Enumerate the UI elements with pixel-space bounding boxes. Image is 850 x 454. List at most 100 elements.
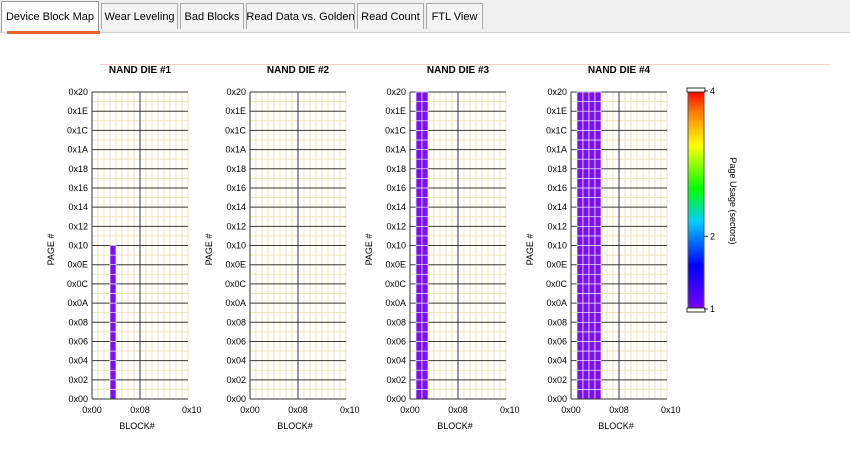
die4-cell-block-4-page-10 [594,293,602,304]
die4-cell-block-4-page-13 [594,264,602,275]
tab-device-block-map[interactable]: Device Block Map [1,1,99,32]
die1-cell-block-3-page-13 [109,264,117,275]
die1-x-tick-label: 0x10 [182,405,202,415]
die2-y-tick-label: 0x0C [225,279,247,289]
tab-bar: Device Block Map Wear Leveling Bad Block… [0,0,850,34]
die4-cell-block-4-page-19 [594,206,602,218]
die4-y-tick-label: 0x06 [547,336,567,346]
die3-y-tick-label: 0x02 [386,375,406,385]
die3-cell-block-1-page-5 [415,341,423,352]
die4-cell-block-2-page-25 [582,149,590,160]
die4-cell-block-4-page-12 [594,273,602,285]
die1-y-tick-label: 0x08 [68,317,88,327]
die3-cell-block-2-page-18 [421,216,429,227]
die3-cell-block-2-page-26 [421,139,429,150]
die4-cell-block-3-page-18 [588,216,596,227]
die1-y-tick-label: 0x02 [68,375,88,385]
die2-y-tick-label: 0x0A [225,298,246,308]
colorbar-top-cap [686,87,706,93]
tab-wear-leveling[interactable]: Wear Leveling [101,3,178,29]
die3-cell-block-1-page-9 [415,302,423,313]
die4-cell-block-3-page-3 [588,360,596,371]
die2-y-tick-label: 0x04 [226,356,246,366]
die3-cell-block-2-page-13 [421,264,429,275]
die2-y-tick-label: 0x1C [225,125,247,135]
die1-y-tick-label: 0x14 [68,202,88,212]
die4-cell-block-1-page-31 [576,91,584,102]
die4-cell-block-1-page-5 [576,341,584,352]
tab-read-data-vs-golden[interactable]: Read Data vs. Golden [246,3,355,29]
die4-cell-block-3-page-14 [588,254,596,265]
die2-x-tick-label: 0x08 [288,405,308,415]
die3-y-tick-label: 0x0E [385,260,406,270]
die2-y-tick-label: 0x16 [226,183,246,193]
die4-cell-block-1-page-3 [576,360,584,371]
die3-cell-block-2-page-11 [421,283,429,294]
die3-cell-block-1-page-1 [415,379,423,390]
die4-y-tick-label: 0x14 [547,202,567,212]
die2-y-tick-label: 0x06 [226,336,246,346]
die4-cell-block-1-page-16 [576,235,584,246]
die2-y-axis-label: PAGE # [204,234,214,266]
die2-y-tick-label: 0x0E [225,260,246,270]
die4-cell-block-2-page-8 [582,312,590,323]
die3-cell-block-1-page-10 [415,293,423,304]
die4-cell-block-3-page-29 [588,110,596,122]
die3-cell-block-1-page-23 [415,168,423,179]
die4-cell-block-2-page-31 [582,91,590,102]
die4-cell-block-3-page-26 [588,139,596,150]
die1-y-tick-label: 0x1A [67,145,88,155]
die1-y-tick-label: 0x00 [68,394,88,404]
die3-cell-block-2-page-8 [421,312,429,323]
die4-cell-block-4-page-0 [594,389,602,400]
die3-cell-block-2-page-21 [421,187,429,198]
die4-cell-block-4-page-31 [594,91,602,102]
die4-cell-block-3-page-19 [588,206,596,218]
die3-cell-block-2-page-20 [421,197,429,208]
die4-cell-block-1-page-21 [576,187,584,198]
die3-cell-block-1-page-4 [415,350,423,361]
die3-cell-block-1-page-24 [415,158,423,170]
die4-y-tick-label: 0x1E [546,106,567,116]
die4-cell-block-1-page-10 [576,293,584,304]
die3-y-tick-label: 0x20 [386,87,406,97]
die1-cell-block-3-page-3 [109,360,117,371]
die4-y-tick-label: 0x04 [547,356,567,366]
tab-bad-blocks[interactable]: Bad Blocks [180,3,244,29]
die3-cell-block-1-page-6 [415,331,423,342]
die3-cell-block-1-page-15 [415,245,423,256]
die4-cell-block-4-page-4 [594,350,602,361]
die4-cell-block-3-page-9 [588,302,596,313]
die4-cell-block-3-page-20 [588,197,596,208]
die1-cell-block-3-page-7 [109,321,117,333]
die4-cell-block-1-page-7 [576,321,584,333]
die4-cell-block-3-page-6 [588,331,596,342]
tab-read-count[interactable]: Read Count [357,3,424,29]
die1-cell-block-3-page-10 [109,293,117,304]
die3-cell-block-1-page-20 [415,197,423,208]
die2-y-tick-label: 0x00 [226,394,246,404]
die1-chart-title: NAND DIE #1 [109,65,172,76]
die3-y-tick-label: 0x08 [386,317,406,327]
die1-cell-block-3-page-0 [109,389,117,400]
die4-cell-block-4-page-20 [594,197,602,208]
die4-cell-block-2-page-13 [582,264,590,275]
die4-cell-block-1-page-12 [576,273,584,285]
die3-cell-block-2-page-6 [421,331,429,342]
die3-cell-block-2-page-27 [421,130,429,141]
die4-cell-block-2-page-0 [582,389,590,400]
die4-cell-block-4-page-16 [594,235,602,246]
die1-cell-block-3-page-4 [109,350,117,361]
die4-cell-block-4-page-6 [594,331,602,342]
die4-cell-block-3-page-2 [588,369,596,381]
die4-cell-block-1-page-18 [576,216,584,227]
colorbar-tick-label: 4 [710,86,715,96]
die1-cell-block-3-page-6 [109,331,117,342]
die3-cell-block-1-page-19 [415,206,423,218]
tab-ftl-view[interactable]: FTL View [426,3,483,29]
die4-cell-block-2-page-17 [582,226,590,237]
die4-cell-block-1-page-28 [576,120,584,131]
die3-cell-block-2-page-4 [421,350,429,361]
die3-cell-block-1-page-25 [415,149,423,160]
die4-cell-block-1-page-19 [576,206,584,218]
